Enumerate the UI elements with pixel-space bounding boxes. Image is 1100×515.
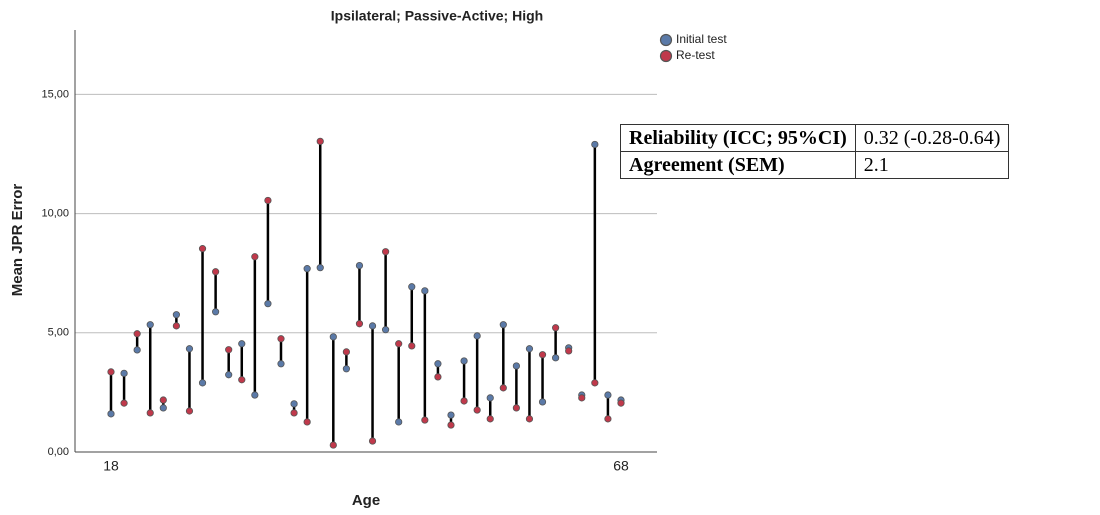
point — [133, 330, 141, 338]
y-tick-label: 15,00 — [41, 88, 69, 100]
point — [277, 360, 285, 368]
table-cell: 2.1 — [854, 151, 1010, 179]
point — [525, 345, 534, 353]
point — [368, 437, 377, 445]
point — [277, 335, 285, 343]
point — [525, 415, 534, 423]
x-tick-label: 18 — [103, 458, 119, 474]
legend-label: Initial test — [676, 32, 727, 46]
point — [408, 342, 416, 350]
point — [290, 409, 298, 417]
point — [198, 245, 207, 253]
point — [316, 137, 324, 145]
chart-title: Ipsilateral; Passive-Active; High — [331, 8, 543, 24]
point — [316, 264, 324, 272]
point — [499, 321, 507, 329]
y-tick-label: 10,00 — [41, 207, 69, 219]
point — [238, 376, 246, 384]
point — [133, 346, 141, 354]
x-axis-label: Age — [352, 492, 380, 509]
point — [538, 398, 547, 406]
point — [212, 308, 220, 316]
point — [290, 400, 298, 408]
point — [552, 324, 560, 332]
table-row: Agreement (SEM) 2.1 — [620, 151, 1010, 179]
point — [251, 253, 259, 261]
point — [159, 404, 167, 412]
point — [434, 360, 442, 368]
point — [172, 311, 180, 319]
point — [185, 345, 194, 353]
point — [499, 384, 507, 392]
point — [238, 340, 246, 348]
point — [552, 354, 560, 362]
point — [120, 369, 128, 377]
point — [486, 415, 494, 423]
point — [421, 416, 429, 424]
point — [212, 268, 220, 276]
point — [538, 351, 547, 359]
point — [591, 379, 599, 387]
point — [120, 399, 128, 407]
point — [107, 368, 115, 376]
x-tick-label: 68 — [613, 458, 629, 474]
point — [172, 322, 180, 330]
point — [512, 362, 520, 370]
point — [382, 248, 390, 256]
point — [447, 421, 455, 429]
stats-table: Reliability (ICC; 95%CI) 0.32 (-0.28-0.64… — [620, 124, 1010, 179]
point — [486, 394, 494, 402]
point — [512, 404, 520, 412]
point — [578, 394, 586, 402]
point — [434, 373, 442, 381]
point — [565, 347, 573, 355]
point — [342, 348, 350, 356]
point — [355, 261, 364, 270]
legend-marker — [659, 33, 673, 47]
point — [460, 397, 468, 405]
point — [185, 407, 194, 415]
point — [225, 346, 233, 354]
legend-label: Re-test — [676, 48, 715, 62]
point — [264, 300, 272, 308]
point — [447, 411, 455, 419]
point — [303, 265, 311, 273]
point — [303, 418, 311, 426]
point — [591, 140, 599, 149]
point — [617, 399, 625, 407]
table-row: Reliability (ICC; 95%CI) 0.32 (-0.28-0.64… — [620, 124, 1010, 152]
point — [355, 320, 364, 328]
point — [460, 357, 468, 365]
legend-marker — [659, 49, 673, 63]
point — [408, 283, 416, 291]
table-cell: Reliability (ICC; 95%CI) — [620, 124, 856, 152]
point — [264, 196, 272, 205]
point — [251, 391, 259, 399]
point — [146, 409, 154, 417]
point — [368, 322, 377, 330]
table-cell: 0.32 (-0.28-0.64) — [854, 124, 1010, 152]
point — [473, 406, 481, 414]
point — [382, 326, 390, 334]
point — [604, 415, 612, 423]
y-axis-label: Mean JPR Error — [9, 184, 26, 297]
point — [107, 410, 115, 418]
point — [329, 333, 337, 341]
point — [421, 287, 429, 295]
point — [395, 340, 403, 348]
point — [329, 441, 337, 449]
point — [159, 396, 167, 404]
y-tick-label: 0,00 — [48, 446, 69, 458]
y-tick-label: 5,00 — [48, 327, 69, 339]
point — [198, 379, 207, 387]
point — [395, 418, 403, 426]
point — [342, 365, 350, 373]
point — [473, 332, 481, 340]
point — [604, 391, 612, 399]
point — [146, 321, 154, 329]
point — [225, 371, 233, 379]
table-cell: Agreement (SEM) — [620, 151, 856, 179]
